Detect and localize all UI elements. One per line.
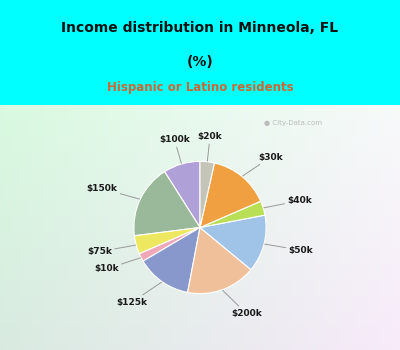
Wedge shape bbox=[134, 228, 200, 254]
Text: $100k: $100k bbox=[159, 135, 190, 163]
Text: $10k: $10k bbox=[94, 258, 140, 273]
Wedge shape bbox=[200, 215, 266, 270]
Text: $125k: $125k bbox=[116, 282, 162, 307]
Wedge shape bbox=[200, 201, 265, 228]
Text: $20k: $20k bbox=[198, 132, 222, 161]
Text: $200k: $200k bbox=[223, 290, 262, 318]
Text: $150k: $150k bbox=[86, 184, 140, 199]
Wedge shape bbox=[143, 228, 200, 293]
Wedge shape bbox=[139, 228, 200, 261]
Text: Hispanic or Latino residents: Hispanic or Latino residents bbox=[107, 82, 293, 95]
Text: Income distribution in Minneola, FL: Income distribution in Minneola, FL bbox=[62, 21, 338, 35]
Text: $30k: $30k bbox=[242, 153, 283, 176]
Text: $40k: $40k bbox=[264, 196, 312, 208]
Text: $50k: $50k bbox=[265, 244, 313, 255]
Wedge shape bbox=[164, 161, 200, 228]
Text: $75k: $75k bbox=[87, 245, 136, 256]
Text: ● City-Data.com: ● City-Data.com bbox=[264, 120, 322, 126]
Wedge shape bbox=[200, 163, 261, 228]
Text: (%): (%) bbox=[187, 55, 213, 69]
Wedge shape bbox=[188, 228, 251, 294]
Wedge shape bbox=[200, 161, 214, 228]
Wedge shape bbox=[134, 172, 200, 236]
